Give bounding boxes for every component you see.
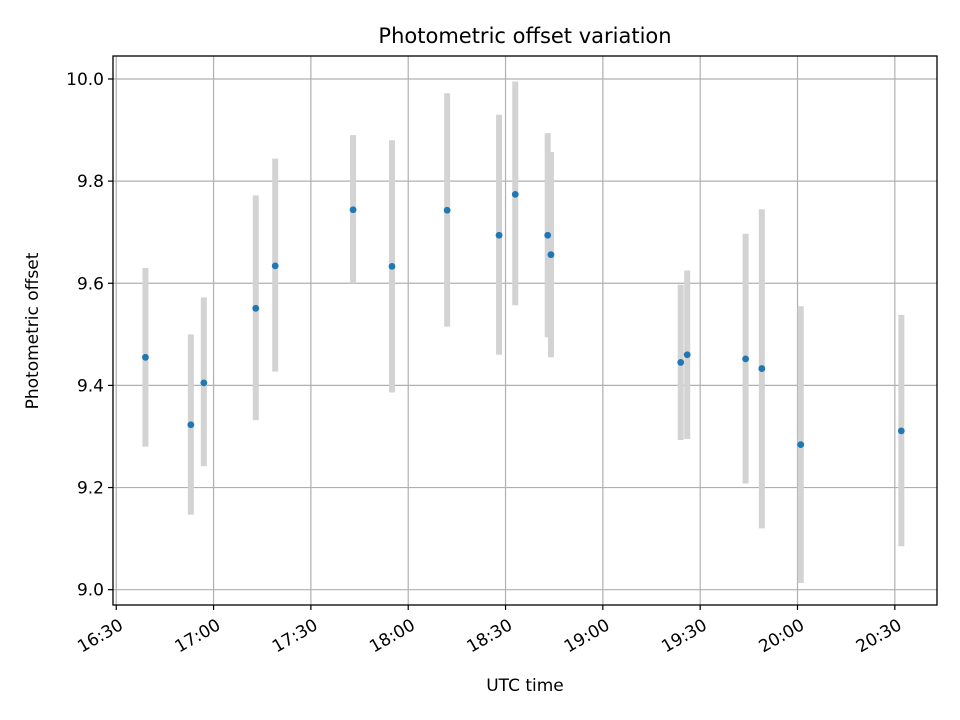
x-tick-label: 20:30 — [853, 615, 905, 657]
x-tick-label: 18:00 — [366, 615, 418, 657]
data-point — [187, 421, 195, 429]
data-point — [443, 206, 451, 214]
data-points — [142, 190, 905, 449]
y-tick-label: 9.6 — [77, 274, 104, 294]
y-tick-label: 9.0 — [77, 581, 104, 601]
data-point — [677, 359, 685, 366]
x-tick-label: 17:30 — [269, 615, 321, 657]
x-tick-label: 19:30 — [658, 615, 710, 657]
data-point — [388, 263, 396, 270]
data-point — [897, 427, 905, 435]
x-tick-label: 18:30 — [464, 615, 516, 657]
errorbars — [142, 81, 905, 584]
data-point — [142, 353, 149, 361]
data-point — [511, 190, 519, 198]
x-tick-label: 16:30 — [74, 615, 126, 657]
data-point — [544, 231, 552, 239]
x-axis-ticks: 16:30 17:00 17:30 18:00 18:30 19:00 19:30 20:00… — [74, 605, 905, 657]
y-tick-label: 9.8 — [77, 172, 104, 192]
data-point — [495, 231, 503, 239]
data-point — [758, 365, 766, 372]
data-point — [271, 262, 279, 270]
plot-frame — [112, 55, 938, 606]
x-tick-label: 19:00 — [561, 615, 613, 657]
data-point — [349, 206, 357, 214]
y-tick-label: 9.4 — [77, 376, 104, 396]
data-point — [797, 441, 805, 449]
grid — [113, 56, 937, 605]
y-axis-ticks: 9.0 9.2 9.4 9.6 9.8 10.0 — [66, 70, 113, 601]
data-point — [683, 351, 691, 359]
x-tick-label: 20:00 — [756, 615, 808, 657]
data-point — [252, 304, 260, 312]
y-axis-label: Photometric offset — [23, 252, 43, 409]
data-point — [742, 355, 749, 363]
chart-title: Photometric offset variation — [378, 24, 671, 48]
y-tick-label: 10.0 — [66, 70, 104, 90]
x-tick-label: 17:00 — [172, 615, 224, 657]
y-tick-label: 9.2 — [77, 479, 104, 499]
x-axis-label: UTC time — [486, 676, 564, 696]
data-point — [200, 379, 208, 387]
data-point — [547, 251, 555, 259]
